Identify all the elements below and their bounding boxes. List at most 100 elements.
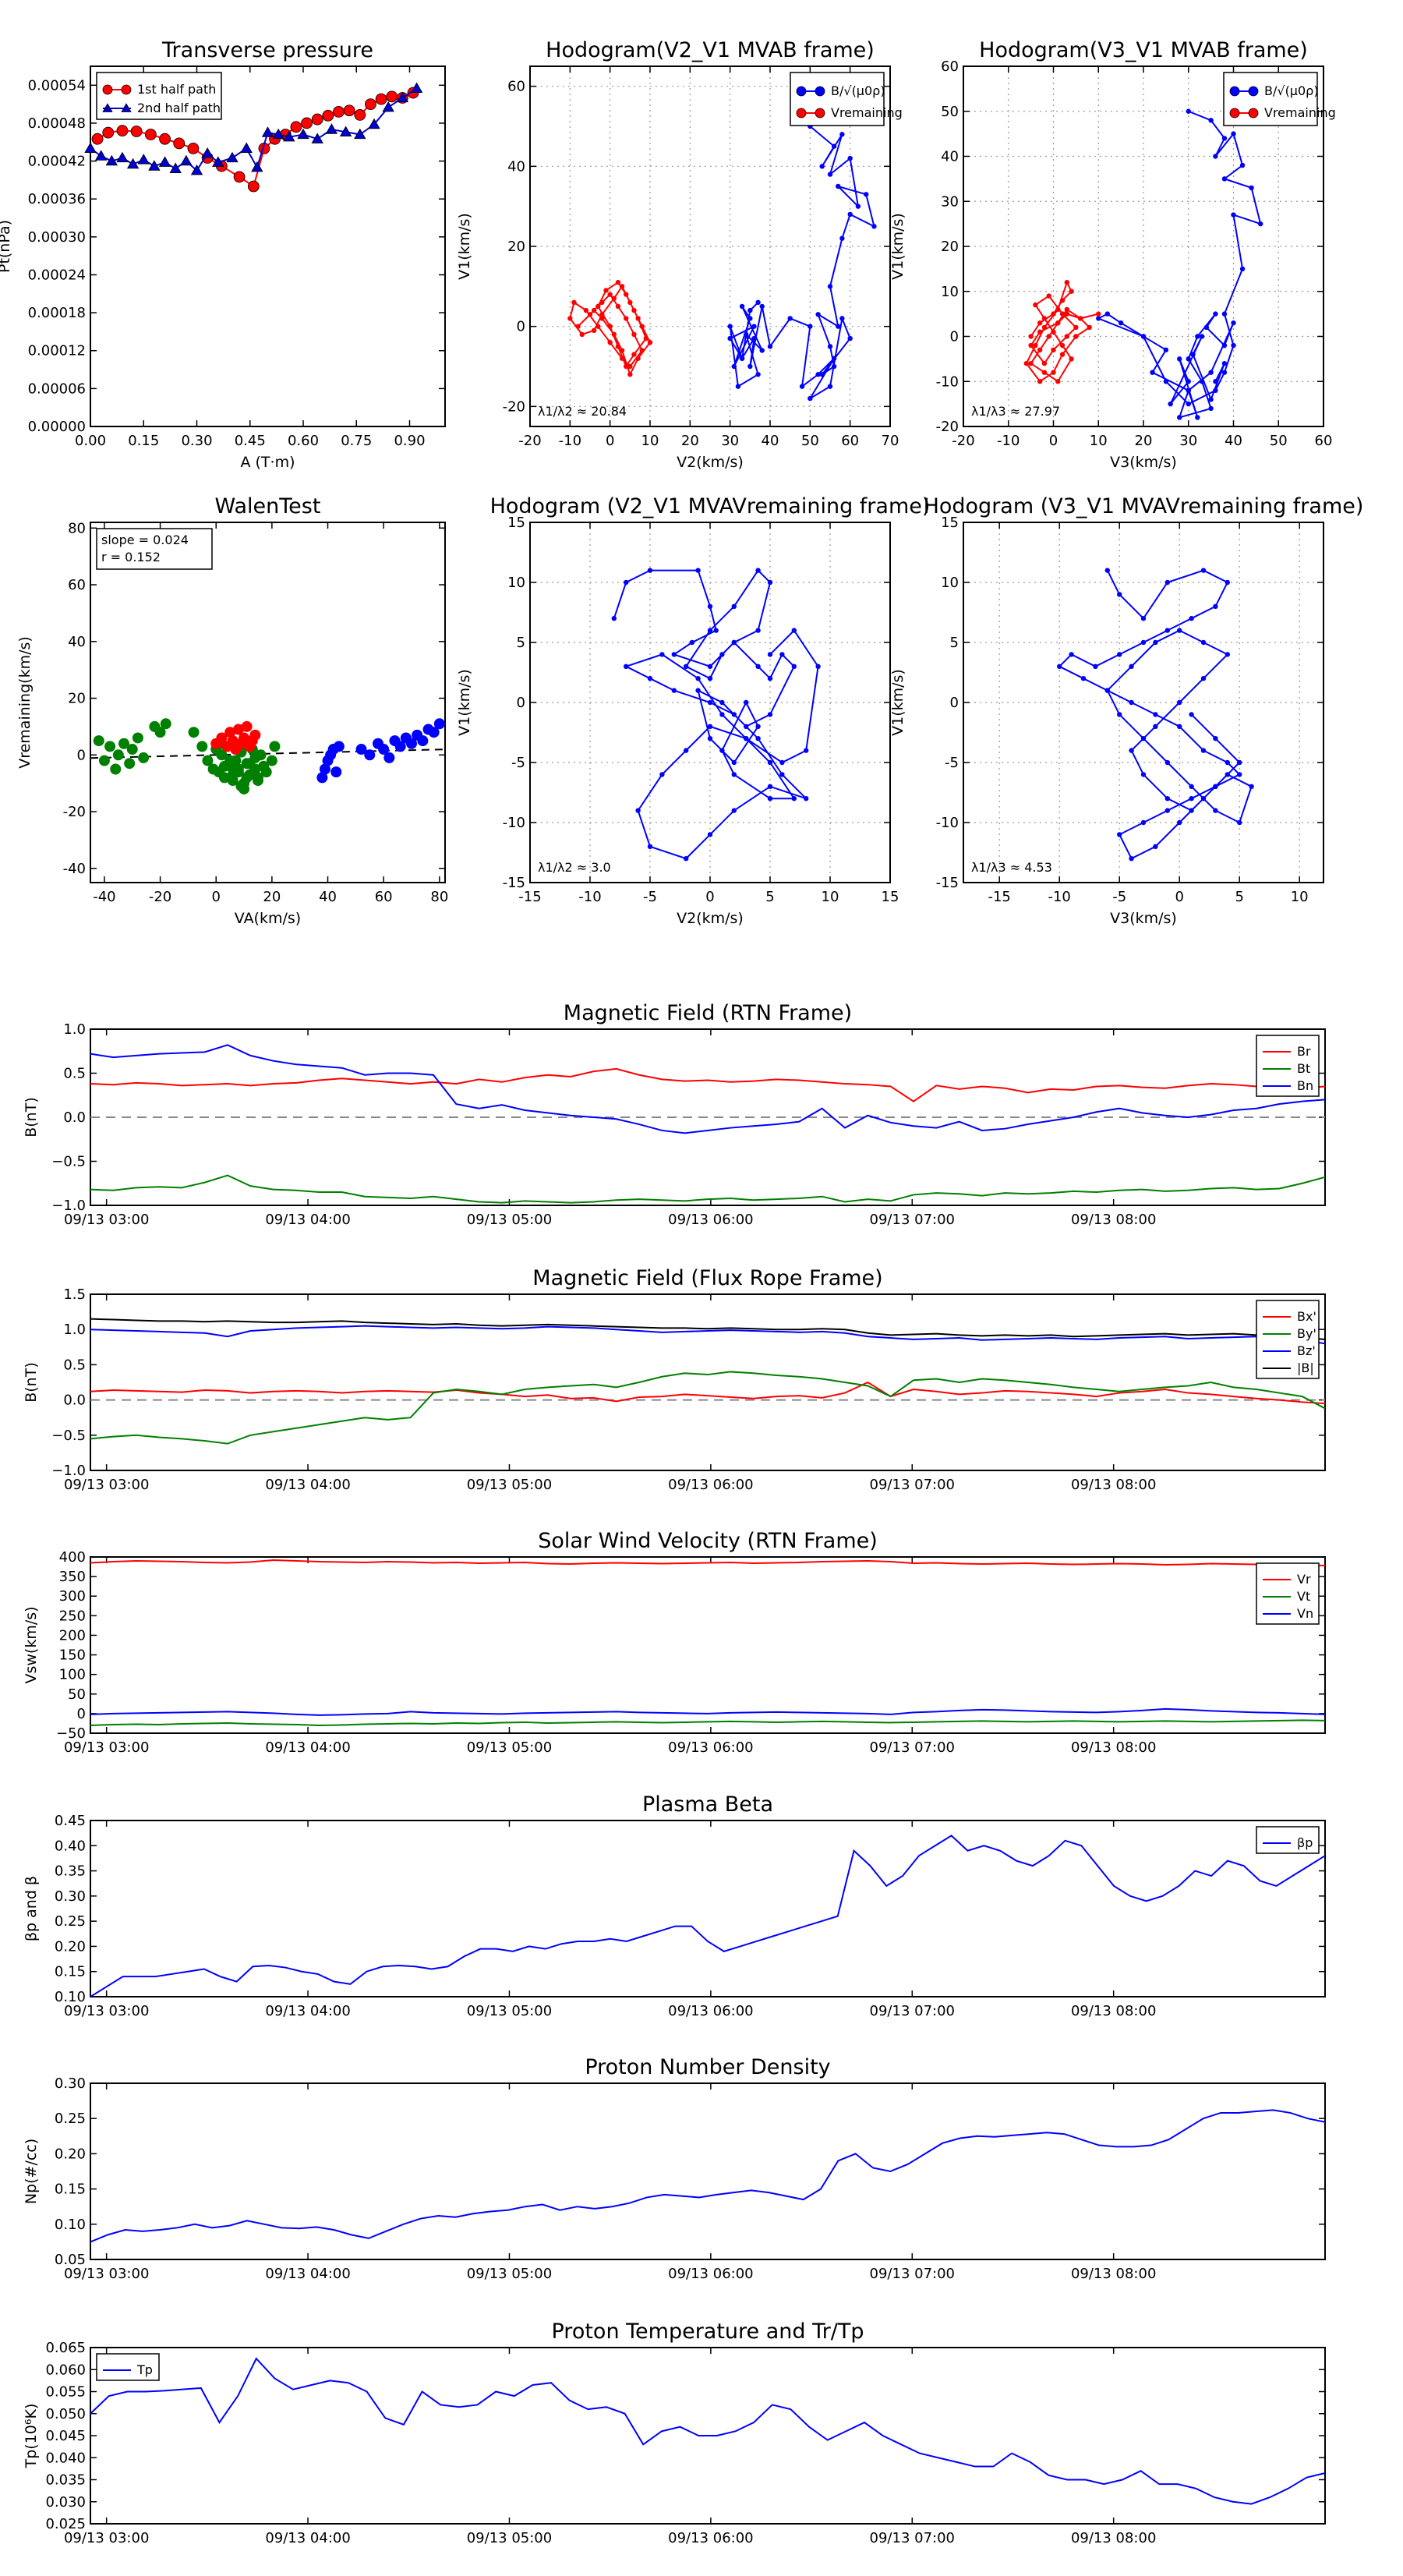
- data-point: [719, 699, 725, 706]
- y-tick-label: 0.00024: [28, 267, 86, 283]
- data-point: [755, 299, 761, 306]
- x-tick-label: -40: [93, 889, 115, 905]
- data-point-triangle: [105, 154, 118, 166]
- data-point: [1248, 86, 1259, 97]
- data-point-triangle: [158, 156, 171, 167]
- data-point: [260, 766, 272, 778]
- x-tick-label: 09/13 04:00: [265, 2530, 350, 2546]
- x-tick-label: 09/13 06:00: [668, 2530, 753, 2546]
- plot-frame: [963, 65, 1324, 427]
- legend-entry: 2nd half path: [137, 101, 221, 115]
- data-point: [1059, 352, 1066, 357]
- y-tick-label: 0.35: [55, 1863, 86, 1880]
- data-point: [230, 766, 242, 778]
- data-point: [684, 748, 689, 753]
- data-point: [599, 312, 605, 317]
- data-point: [819, 372, 825, 377]
- y-tick-label: 0.00018: [28, 305, 86, 321]
- x-tick-label: 0: [211, 889, 220, 905]
- x-tick-label: 70: [882, 433, 899, 449]
- y-tick-label: 0.15: [55, 1964, 86, 1980]
- y-tick-label: 350: [59, 1569, 86, 1585]
- data-point: [739, 356, 745, 361]
- data-point: [319, 763, 330, 775]
- series-1: [210, 720, 261, 755]
- data-point: [93, 735, 104, 747]
- data-point: [587, 312, 593, 317]
- data-point: [1059, 342, 1066, 349]
- x-tick-label: 60: [1315, 433, 1333, 449]
- legend-entry: Vt: [1297, 1589, 1310, 1604]
- data-point: [747, 363, 753, 370]
- data-point: [791, 795, 797, 801]
- data-point-triangle: [297, 128, 309, 140]
- data-point: [249, 729, 261, 741]
- series-1: [1023, 280, 1101, 384]
- series-line-βp: [90, 1835, 1326, 1997]
- data-point: [1239, 162, 1246, 168]
- data-point: [1037, 379, 1043, 384]
- data-point-triangle: [368, 118, 380, 129]
- data-point: [1164, 808, 1171, 813]
- data-point: [1200, 748, 1207, 753]
- chart-h2: -20 -10 0 10 20 30 40 50 60 -20 -10 0 10 20 30 40 50 60 Ho…: [889, 38, 1336, 471]
- data-point-triangle: [354, 128, 366, 140]
- data-point: [1064, 334, 1070, 339]
- data-point-triangle: [212, 156, 224, 167]
- data-point: [747, 316, 753, 321]
- data-point: [160, 718, 171, 730]
- data-point: [647, 340, 653, 345]
- data-point: [1033, 342, 1038, 349]
- data-point: [713, 628, 719, 633]
- data-point: [1028, 334, 1034, 339]
- data-point: [1051, 347, 1056, 353]
- data-point: [1213, 154, 1218, 159]
- data-point: [1140, 819, 1147, 826]
- data-point: [1237, 772, 1242, 777]
- data-point: [1037, 347, 1043, 353]
- data-point: [252, 775, 263, 787]
- data-point: [196, 741, 208, 752]
- y-tick-label: 0.060: [45, 2362, 86, 2378]
- data-point: [227, 735, 239, 747]
- data-point: [216, 732, 228, 744]
- x-tick-label: 10: [1291, 889, 1309, 905]
- data-point: [159, 133, 171, 145]
- x-tick-label: 0: [606, 433, 614, 449]
- legend: B/√(μ0ρ) Vremaining: [790, 72, 903, 126]
- y-tick-label: 0.45: [55, 1813, 86, 1829]
- data-point: [815, 86, 825, 97]
- data-point: [322, 109, 334, 122]
- data-point: [791, 628, 797, 633]
- data-point: [747, 307, 753, 313]
- data-point: [1177, 415, 1182, 420]
- x-axis-label: VA(km/s): [235, 910, 301, 927]
- y-tick-label: 0: [517, 319, 525, 335]
- x-axis-label: V2(km/s): [677, 910, 744, 927]
- x-tick-label: 0: [1049, 433, 1058, 449]
- data-point: [583, 307, 589, 313]
- data-point: [599, 299, 605, 306]
- data-point-triangle: [102, 103, 113, 112]
- y-tick-label: −50: [56, 1725, 86, 1742]
- y-tick-label: 60: [68, 577, 86, 593]
- y-tick-label: -5: [511, 755, 525, 771]
- data-point: [767, 795, 773, 801]
- data-point: [1221, 360, 1228, 366]
- data-point: [1046, 293, 1051, 299]
- data-point-triangle: [240, 142, 253, 154]
- x-tick-label: 30: [721, 433, 739, 449]
- y-tick-label: 0.040: [45, 2450, 86, 2466]
- data-point: [1237, 759, 1242, 766]
- data-point: [1213, 603, 1218, 609]
- data-point: [571, 299, 577, 306]
- chart-title: Hodogram (V3_V1 MVAVremaining frame): [924, 494, 1364, 518]
- x-tick-label: 20: [263, 889, 281, 905]
- data-point: [1199, 379, 1205, 384]
- data-point-triangle: [94, 150, 108, 161]
- data-point: [831, 143, 837, 149]
- data-point: [624, 663, 629, 669]
- data-point: [1221, 370, 1228, 375]
- data-point: [266, 755, 277, 766]
- data-point: [224, 727, 236, 738]
